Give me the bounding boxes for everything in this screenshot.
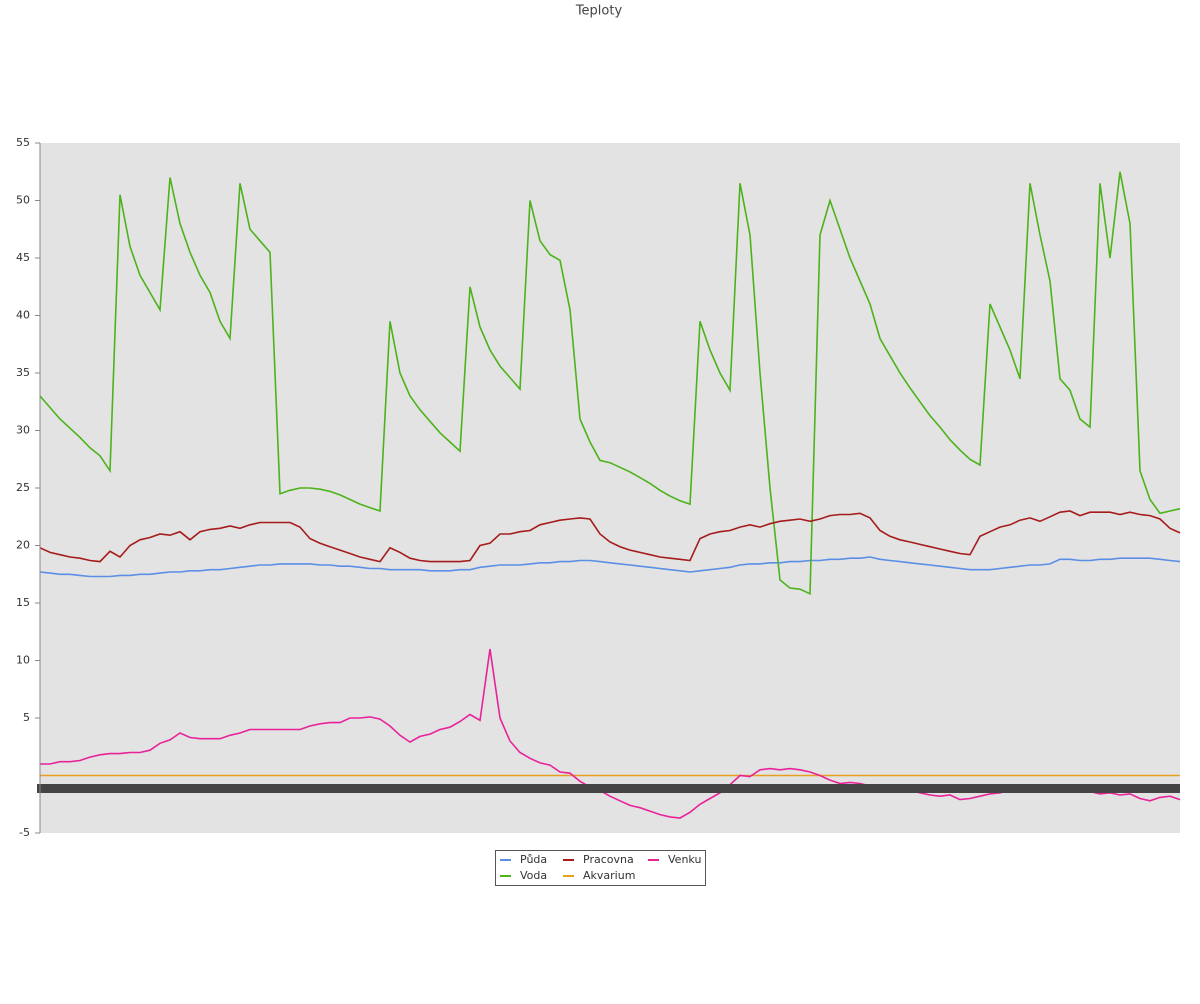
lines xyxy=(39,171,1181,819)
y-tick-label: 10 xyxy=(16,654,30,667)
chart-title: Teploty xyxy=(575,4,623,19)
series-line xyxy=(39,556,1181,578)
y-tick-label: 5 xyxy=(23,711,30,724)
series-line xyxy=(39,510,1181,563)
legend-label: Pracovna xyxy=(583,853,634,866)
legend xyxy=(495,850,706,886)
y-tick-label: 55 xyxy=(16,136,30,149)
y-tick-label: 25 xyxy=(16,481,30,494)
legend-label: Voda xyxy=(520,869,547,882)
plot-area xyxy=(40,143,1180,833)
y-tick-label: 35 xyxy=(16,366,30,379)
y-tick-label: -5 xyxy=(19,826,30,839)
y-tick-label: 45 xyxy=(16,251,30,264)
y-tick-label: 15 xyxy=(16,596,30,609)
legend-label: Půda xyxy=(520,853,547,866)
legend-label: Akvarium xyxy=(583,869,635,882)
x-axis-labels xyxy=(37,784,1180,793)
series-line xyxy=(40,648,1181,819)
y-tick-label: 50 xyxy=(16,194,30,207)
y-tick-label: 20 xyxy=(16,539,30,552)
series-line xyxy=(39,171,1181,596)
y-tick-label: 30 xyxy=(16,424,30,437)
legend-label: Venku xyxy=(668,853,701,866)
y-tick-label: 40 xyxy=(16,309,30,322)
